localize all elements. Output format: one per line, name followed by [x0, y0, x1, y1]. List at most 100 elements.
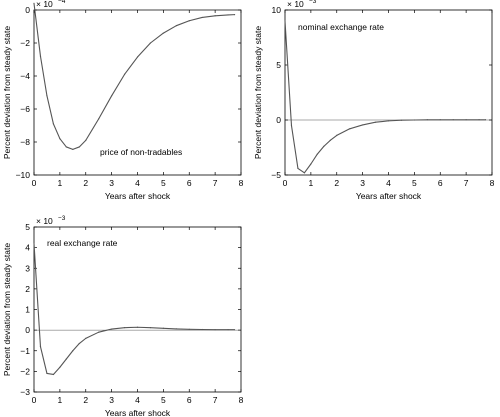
data-point [52, 373, 55, 376]
y-tick-label: −10 [16, 170, 31, 180]
data-point [290, 124, 293, 127]
x-tick-label: 4 [135, 395, 140, 405]
series-annotation: nominal exchange rate [298, 22, 384, 32]
y-tick-label: 4 [25, 243, 30, 253]
data-point [175, 328, 177, 330]
y-tick-label: 1 [25, 305, 30, 315]
y-tick-label: 5 [276, 60, 281, 70]
plot-frame [284, 9, 493, 176]
data-point [201, 16, 203, 19]
x-tick-label: 4 [135, 178, 140, 188]
data-point [123, 327, 126, 329]
data-point [188, 328, 190, 330]
series-line [33, 243, 235, 376]
data-point [413, 119, 415, 121]
data-point [329, 139, 331, 141]
data-point [284, 20, 286, 22]
data-point [111, 328, 113, 330]
exponent-power: −3 [309, 0, 317, 5]
data-point [111, 95, 113, 97]
data-point [452, 119, 454, 121]
data-point [188, 20, 190, 22]
x-axis-label: Years after shock [356, 191, 422, 201]
data-point [175, 25, 177, 27]
data-point [323, 145, 325, 147]
exponent-power: −3 [58, 215, 66, 222]
x-tick-label: 1 [309, 178, 314, 188]
data-point [52, 123, 55, 125]
x-tick-label: 6 [187, 178, 192, 188]
data-point [98, 118, 100, 120]
x-tick-label: 2 [334, 178, 339, 188]
data-point [136, 56, 139, 58]
data-point [46, 95, 48, 97]
x-axis-label: Years after shock [105, 191, 171, 201]
y-tick-label: 3 [25, 263, 30, 273]
data-point [59, 138, 61, 140]
x-tick-label: 1 [58, 395, 63, 405]
data-point [316, 153, 318, 155]
data-point [478, 119, 480, 121]
x-tick-label: 8 [239, 178, 244, 188]
data-point [65, 146, 67, 148]
data-point [233, 329, 236, 331]
data-point [310, 163, 312, 165]
data-point [349, 128, 351, 130]
x-tick-label: 5 [412, 178, 417, 188]
data-point [39, 346, 42, 348]
x-tick-label: 3 [109, 178, 114, 188]
data-point [85, 337, 87, 339]
data-point [98, 331, 100, 333]
data-point [400, 119, 403, 121]
y-tick-label: 2 [25, 284, 30, 294]
y-tick-label: 0 [276, 115, 281, 125]
y-tick-label: 10 [272, 5, 282, 15]
data-point [39, 55, 42, 57]
data-point [374, 121, 377, 123]
series-annotation: price of non-tradables [100, 147, 182, 157]
data-point [149, 42, 152, 44]
y-tick-label: 0 [25, 325, 30, 335]
data-point [85, 139, 87, 141]
exponent-label: × 10 [36, 216, 53, 226]
x-tick-label: 5 [161, 395, 166, 405]
data-point [59, 366, 61, 368]
data-point [78, 146, 80, 148]
exponent-label: × 10 [36, 0, 53, 9]
x-tick-label: 1 [58, 178, 63, 188]
x-tick-label: 7 [213, 178, 218, 188]
y-tick-label: 5 [25, 222, 30, 232]
data-point [362, 124, 364, 126]
data-point [336, 134, 338, 136]
y-axis-label: Percent deviation from steady state [2, 26, 12, 160]
series-annotation: real exchange rate [47, 238, 118, 248]
x-tick-label: 3 [109, 395, 114, 405]
plot-frame [33, 226, 242, 393]
data-point [46, 372, 48, 375]
data-point [33, 2, 35, 4]
data-point [439, 119, 441, 121]
data-point [484, 119, 487, 121]
x-tick-label: 7 [464, 178, 469, 188]
data-point [214, 329, 216, 331]
x-tick-label: 0 [32, 395, 37, 405]
x-tick-label: 8 [239, 395, 244, 405]
data-point [78, 342, 80, 345]
x-tick-label: 2 [83, 178, 88, 188]
series-line [284, 20, 486, 174]
x-tick-label: 5 [161, 178, 166, 188]
data-point [33, 242, 35, 245]
y-tick-label: −4 [20, 71, 30, 81]
data-point [303, 172, 306, 174]
y-tick-label: −2 [20, 366, 30, 376]
data-point [149, 327, 152, 329]
y-tick-label: −1 [20, 346, 30, 356]
data-point [162, 32, 164, 34]
x-axis-label: Years after shock [105, 408, 171, 417]
x-tick-label: 8 [490, 178, 495, 188]
x-tick-label: 0 [32, 178, 37, 188]
data-point [227, 329, 229, 331]
chart-panel-real-exchange-rate: 0 1 2 3 4 5 6 7 8 −3 −2 −1 0 1 2 3 4 5 × 10 −3 Years after s… [2, 215, 244, 417]
